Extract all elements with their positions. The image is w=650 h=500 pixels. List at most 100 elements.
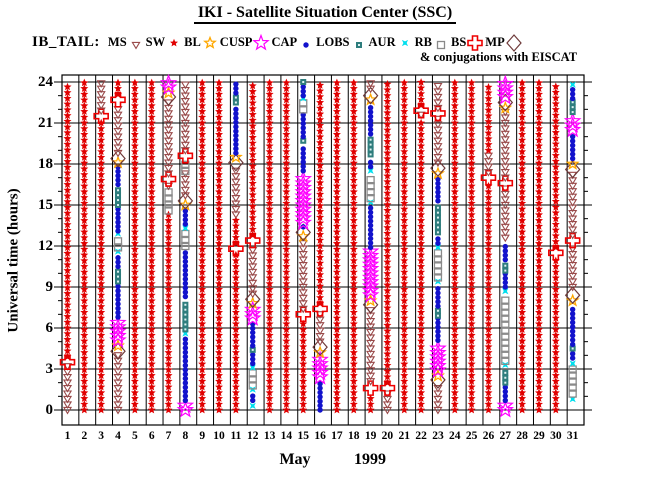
sw-star-symbol — [332, 130, 341, 138]
sw-star-symbol — [265, 285, 274, 293]
cap-circle-symbol — [182, 285, 189, 291]
cap-circle-symbol — [569, 311, 576, 317]
sw-star-symbol — [63, 180, 72, 188]
sw-star-symbol — [518, 382, 527, 391]
sw-star-symbol — [147, 181, 156, 190]
sw-star-symbol — [551, 116, 560, 125]
sw-star-symbol — [164, 331, 173, 339]
cusp-star-symbol — [361, 246, 380, 264]
sw-star-symbol — [467, 233, 476, 242]
sw-star-symbol — [130, 365, 139, 374]
x-tick-label-8: 8 — [182, 430, 189, 442]
sw-star-symbol — [316, 282, 325, 290]
sw-star-symbol — [535, 170, 543, 179]
lobs-square-dot — [117, 275, 120, 278]
cap-circle-symbol — [233, 90, 239, 96]
sw-star-symbol — [97, 365, 106, 374]
sw-star-symbol — [130, 256, 139, 265]
sw-star-symbol — [551, 371, 560, 379]
sw-star-symbol — [130, 331, 139, 339]
sw-star-symbol — [349, 78, 358, 87]
sw-star-symbol — [198, 325, 207, 333]
sw-star-symbol — [282, 342, 291, 351]
sw-star-symbol — [130, 227, 139, 236]
sw-star-symbol — [164, 239, 173, 247]
cap-circle-symbol — [233, 141, 239, 148]
sw-star-symbol — [535, 136, 543, 144]
sw-star-symbol — [518, 314, 527, 322]
cap-circle-symbol — [115, 314, 121, 320]
sw-star-symbol — [383, 263, 392, 272]
sw-star-symbol — [282, 405, 291, 414]
ms-triangle-symbol — [500, 108, 510, 117]
cap-circle-symbol — [115, 181, 121, 188]
sw-star-symbol — [316, 109, 325, 118]
sw-star-symbol — [63, 289, 72, 297]
bl-star-symbol — [565, 156, 580, 170]
lobs-square-dot — [571, 111, 574, 114]
sw-star-symbol — [332, 250, 341, 259]
sw-star-symbol — [518, 147, 527, 156]
sw-star-symbol — [80, 107, 89, 115]
sw-star-symbol — [97, 256, 106, 265]
sw-star-symbol — [80, 227, 89, 236]
sw-star-symbol — [450, 204, 459, 213]
sw-star-symbol — [164, 262, 173, 270]
sw-star-symbol — [535, 101, 543, 110]
sw-star-symbol — [484, 239, 493, 247]
sw-star-symbol — [282, 377, 291, 385]
sw-star-symbol — [484, 336, 493, 345]
sw-star-symbol — [383, 229, 392, 237]
sw-star-symbol — [63, 260, 72, 269]
sw-star-symbol — [265, 319, 274, 328]
sw-star-symbol — [215, 107, 223, 115]
sw-star-symbol — [400, 239, 409, 247]
sw-star-symbol — [164, 325, 173, 333]
sw-star-symbol — [147, 153, 156, 161]
sw-star-symbol — [467, 204, 476, 213]
sw-star-symbol — [484, 365, 493, 374]
cusp-star-symbol — [176, 400, 195, 418]
x-tick-label-30: 30 — [550, 430, 562, 442]
sw-star-symbol — [282, 113, 291, 121]
sw-star-symbol — [231, 365, 240, 374]
sw-star-symbol — [316, 236, 325, 244]
x-tick-label-29: 29 — [533, 430, 545, 442]
cap-circle-symbol — [367, 235, 374, 242]
sw-star-symbol — [518, 336, 527, 345]
sw-star-symbol — [231, 302, 240, 311]
cap-circle-symbol — [367, 113, 374, 120]
sw-star-symbol — [551, 157, 560, 165]
sw-star-symbol — [400, 227, 409, 236]
lobs-square-dot — [117, 280, 120, 283]
sw-star-symbol — [215, 95, 223, 104]
sw-star-symbol — [332, 210, 341, 219]
sw-star-symbol — [551, 191, 560, 200]
cap-circle-symbol — [569, 155, 576, 162]
sw-star-symbol — [484, 222, 493, 230]
legend-item-aur: AUR — [369, 32, 414, 52]
x-tick-label-12: 12 — [246, 430, 259, 442]
legend-label-ms: MS — [107, 34, 127, 49]
sw-star-symbol — [215, 164, 223, 173]
sw-star-symbol — [265, 308, 274, 316]
sw-star-symbol — [417, 296, 426, 305]
sw-star-symbol — [332, 354, 341, 362]
sw-star-symbol — [282, 187, 291, 196]
cap-circle-symbol — [435, 193, 441, 200]
sw-star-symbol — [400, 250, 409, 259]
sw-star-symbol — [63, 151, 72, 160]
sw-star-symbol — [215, 394, 223, 402]
sw-star-symbol — [164, 365, 173, 374]
sw-star-symbol — [417, 227, 426, 236]
sw-star-symbol — [417, 331, 426, 339]
sw-star-symbol — [198, 170, 207, 179]
bl-star-symbol — [178, 197, 193, 211]
sw-star-symbol — [400, 113, 409, 121]
mp-diamond-symbol — [497, 93, 514, 112]
sw-star-symbol — [450, 342, 459, 351]
sw-star-symbol — [383, 326, 392, 335]
cap-circle-symbol — [233, 150, 239, 156]
cap-circle-symbol — [569, 337, 576, 343]
y-tick-label-15: 15 — [38, 197, 53, 213]
